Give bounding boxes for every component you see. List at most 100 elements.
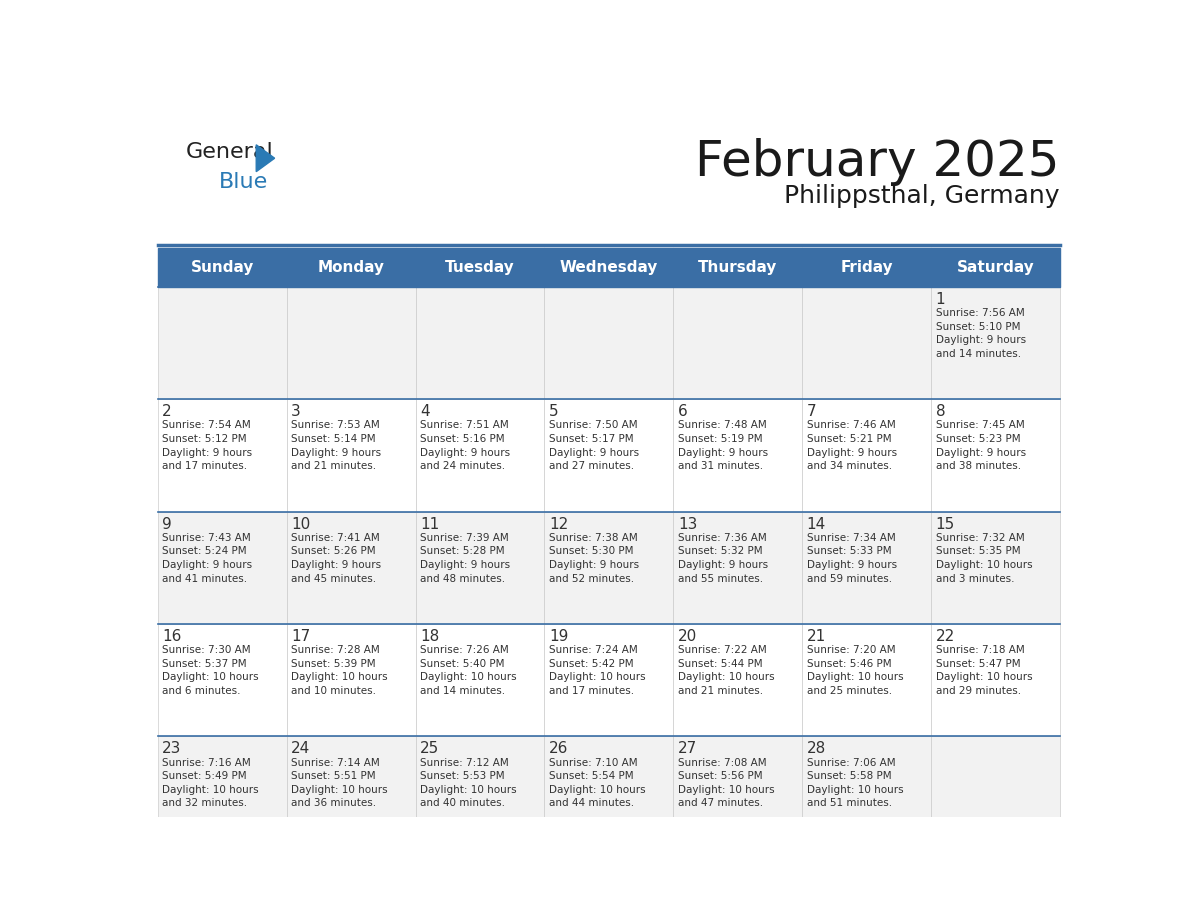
FancyBboxPatch shape [158,399,286,511]
Text: 26: 26 [549,742,568,756]
FancyBboxPatch shape [931,624,1060,736]
FancyBboxPatch shape [674,399,802,511]
Text: 7: 7 [807,404,816,420]
FancyBboxPatch shape [544,399,674,511]
Text: 1: 1 [936,292,946,307]
Text: 22: 22 [936,629,955,644]
FancyBboxPatch shape [802,624,931,736]
Text: General: General [185,142,273,162]
Text: Sunrise: 7:24 AM
Sunset: 5:42 PM
Daylight: 10 hours
and 17 minutes.: Sunrise: 7:24 AM Sunset: 5:42 PM Dayligh… [549,645,645,696]
FancyBboxPatch shape [802,511,931,624]
FancyBboxPatch shape [158,511,286,624]
Text: February 2025: February 2025 [695,139,1060,186]
Text: 2: 2 [163,404,172,420]
FancyBboxPatch shape [931,248,1060,286]
Text: Tuesday: Tuesday [446,260,514,274]
FancyBboxPatch shape [544,624,674,736]
Text: Sunrise: 7:06 AM
Sunset: 5:58 PM
Daylight: 10 hours
and 51 minutes.: Sunrise: 7:06 AM Sunset: 5:58 PM Dayligh… [807,757,903,809]
Text: Sunrise: 7:39 AM
Sunset: 5:28 PM
Daylight: 9 hours
and 48 minutes.: Sunrise: 7:39 AM Sunset: 5:28 PM Dayligh… [421,532,510,584]
Text: 27: 27 [678,742,697,756]
Text: Blue: Blue [219,172,267,192]
FancyBboxPatch shape [802,736,931,849]
Text: Sunrise: 7:20 AM
Sunset: 5:46 PM
Daylight: 10 hours
and 25 minutes.: Sunrise: 7:20 AM Sunset: 5:46 PM Dayligh… [807,645,903,696]
Text: Sunrise: 7:30 AM
Sunset: 5:37 PM
Daylight: 10 hours
and 6 minutes.: Sunrise: 7:30 AM Sunset: 5:37 PM Dayligh… [163,645,259,696]
Text: Sunrise: 7:36 AM
Sunset: 5:32 PM
Daylight: 9 hours
and 55 minutes.: Sunrise: 7:36 AM Sunset: 5:32 PM Dayligh… [678,532,767,584]
FancyBboxPatch shape [158,248,286,286]
Text: 5: 5 [549,404,558,420]
FancyBboxPatch shape [416,248,544,286]
FancyBboxPatch shape [544,248,674,286]
FancyBboxPatch shape [416,399,544,511]
Text: 10: 10 [291,517,310,532]
Text: 13: 13 [678,517,697,532]
Text: 18: 18 [421,629,440,644]
Text: 11: 11 [421,517,440,532]
FancyBboxPatch shape [931,399,1060,511]
Polygon shape [257,145,274,172]
Text: 14: 14 [807,517,826,532]
Text: 20: 20 [678,629,697,644]
Text: 15: 15 [936,517,955,532]
FancyBboxPatch shape [286,248,416,286]
Text: Sunrise: 7:48 AM
Sunset: 5:19 PM
Daylight: 9 hours
and 31 minutes.: Sunrise: 7:48 AM Sunset: 5:19 PM Dayligh… [678,420,767,471]
FancyBboxPatch shape [802,248,931,286]
FancyBboxPatch shape [544,736,674,849]
Text: Monday: Monday [317,260,385,274]
FancyBboxPatch shape [802,286,931,399]
Text: Sunrise: 7:14 AM
Sunset: 5:51 PM
Daylight: 10 hours
and 36 minutes.: Sunrise: 7:14 AM Sunset: 5:51 PM Dayligh… [291,757,387,809]
Text: Sunrise: 7:34 AM
Sunset: 5:33 PM
Daylight: 9 hours
and 59 minutes.: Sunrise: 7:34 AM Sunset: 5:33 PM Dayligh… [807,532,897,584]
Text: Sunrise: 7:28 AM
Sunset: 5:39 PM
Daylight: 10 hours
and 10 minutes.: Sunrise: 7:28 AM Sunset: 5:39 PM Dayligh… [291,645,387,696]
Text: 16: 16 [163,629,182,644]
Text: Sunrise: 7:54 AM
Sunset: 5:12 PM
Daylight: 9 hours
and 17 minutes.: Sunrise: 7:54 AM Sunset: 5:12 PM Dayligh… [163,420,252,471]
Text: Sunrise: 7:56 AM
Sunset: 5:10 PM
Daylight: 9 hours
and 14 minutes.: Sunrise: 7:56 AM Sunset: 5:10 PM Dayligh… [936,308,1025,359]
Text: Friday: Friday [840,260,893,274]
FancyBboxPatch shape [674,511,802,624]
Text: Sunrise: 7:38 AM
Sunset: 5:30 PM
Daylight: 9 hours
and 52 minutes.: Sunrise: 7:38 AM Sunset: 5:30 PM Dayligh… [549,532,639,584]
Text: 3: 3 [291,404,301,420]
Text: 23: 23 [163,742,182,756]
Text: Sunrise: 7:50 AM
Sunset: 5:17 PM
Daylight: 9 hours
and 27 minutes.: Sunrise: 7:50 AM Sunset: 5:17 PM Dayligh… [549,420,639,471]
FancyBboxPatch shape [674,248,802,286]
Text: Sunrise: 7:26 AM
Sunset: 5:40 PM
Daylight: 10 hours
and 14 minutes.: Sunrise: 7:26 AM Sunset: 5:40 PM Dayligh… [421,645,517,696]
Text: Sunrise: 7:45 AM
Sunset: 5:23 PM
Daylight: 9 hours
and 38 minutes.: Sunrise: 7:45 AM Sunset: 5:23 PM Dayligh… [936,420,1025,471]
FancyBboxPatch shape [416,511,544,624]
FancyBboxPatch shape [674,736,802,849]
Text: Sunday: Sunday [190,260,254,274]
FancyBboxPatch shape [416,736,544,849]
FancyBboxPatch shape [544,286,674,399]
FancyBboxPatch shape [286,624,416,736]
Text: Thursday: Thursday [699,260,777,274]
FancyBboxPatch shape [931,736,1060,849]
FancyBboxPatch shape [286,286,416,399]
FancyBboxPatch shape [674,624,802,736]
Text: Sunrise: 7:53 AM
Sunset: 5:14 PM
Daylight: 9 hours
and 21 minutes.: Sunrise: 7:53 AM Sunset: 5:14 PM Dayligh… [291,420,381,471]
Text: Sunrise: 7:32 AM
Sunset: 5:35 PM
Daylight: 10 hours
and 3 minutes.: Sunrise: 7:32 AM Sunset: 5:35 PM Dayligh… [936,532,1032,584]
Text: Sunrise: 7:10 AM
Sunset: 5:54 PM
Daylight: 10 hours
and 44 minutes.: Sunrise: 7:10 AM Sunset: 5:54 PM Dayligh… [549,757,645,809]
Text: Sunrise: 7:16 AM
Sunset: 5:49 PM
Daylight: 10 hours
and 32 minutes.: Sunrise: 7:16 AM Sunset: 5:49 PM Dayligh… [163,757,259,809]
FancyBboxPatch shape [158,286,286,399]
Text: 24: 24 [291,742,310,756]
FancyBboxPatch shape [802,399,931,511]
Text: Sunrise: 7:43 AM
Sunset: 5:24 PM
Daylight: 9 hours
and 41 minutes.: Sunrise: 7:43 AM Sunset: 5:24 PM Dayligh… [163,532,252,584]
FancyBboxPatch shape [158,624,286,736]
Text: Sunrise: 7:51 AM
Sunset: 5:16 PM
Daylight: 9 hours
and 24 minutes.: Sunrise: 7:51 AM Sunset: 5:16 PM Dayligh… [421,420,510,471]
Text: 21: 21 [807,629,826,644]
FancyBboxPatch shape [286,511,416,624]
Text: 28: 28 [807,742,826,756]
Text: Philippsthal, Germany: Philippsthal, Germany [784,185,1060,208]
Text: Wednesday: Wednesday [560,260,658,274]
FancyBboxPatch shape [416,286,544,399]
Text: 17: 17 [291,629,310,644]
Text: Sunrise: 7:12 AM
Sunset: 5:53 PM
Daylight: 10 hours
and 40 minutes.: Sunrise: 7:12 AM Sunset: 5:53 PM Dayligh… [421,757,517,809]
Text: Sunrise: 7:41 AM
Sunset: 5:26 PM
Daylight: 9 hours
and 45 minutes.: Sunrise: 7:41 AM Sunset: 5:26 PM Dayligh… [291,532,381,584]
Text: Sunrise: 7:46 AM
Sunset: 5:21 PM
Daylight: 9 hours
and 34 minutes.: Sunrise: 7:46 AM Sunset: 5:21 PM Dayligh… [807,420,897,471]
FancyBboxPatch shape [286,399,416,511]
Text: Sunrise: 7:08 AM
Sunset: 5:56 PM
Daylight: 10 hours
and 47 minutes.: Sunrise: 7:08 AM Sunset: 5:56 PM Dayligh… [678,757,775,809]
Text: 4: 4 [421,404,430,420]
Text: 6: 6 [678,404,688,420]
FancyBboxPatch shape [544,511,674,624]
Text: 8: 8 [936,404,946,420]
Text: 12: 12 [549,517,568,532]
FancyBboxPatch shape [286,736,416,849]
FancyBboxPatch shape [674,286,802,399]
